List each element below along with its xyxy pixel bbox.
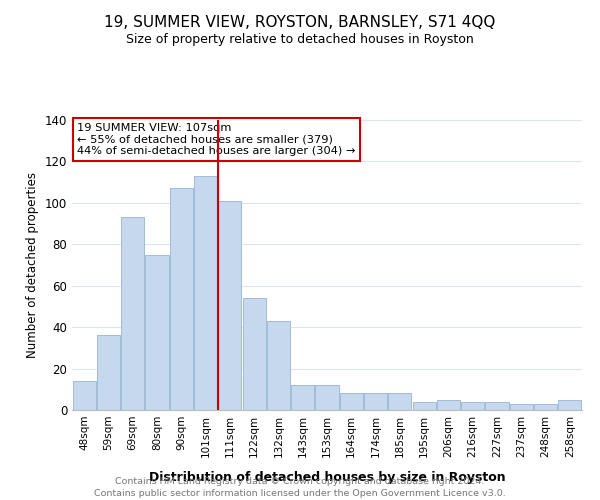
Bar	[291, 385, 314, 410]
Bar	[194, 176, 217, 410]
Bar	[510, 404, 533, 410]
Bar	[316, 385, 338, 410]
Bar	[73, 381, 95, 410]
Bar	[413, 402, 436, 410]
Bar	[267, 321, 290, 410]
Bar	[242, 298, 266, 410]
Bar	[534, 404, 557, 410]
Bar	[340, 394, 363, 410]
Bar	[145, 254, 169, 410]
Bar	[218, 201, 241, 410]
Y-axis label: Number of detached properties: Number of detached properties	[26, 172, 39, 358]
Text: 19, SUMMER VIEW, ROYSTON, BARNSLEY, S71 4QQ: 19, SUMMER VIEW, ROYSTON, BARNSLEY, S71 …	[104, 15, 496, 30]
Bar	[559, 400, 581, 410]
Text: 19 SUMMER VIEW: 107sqm
← 55% of detached houses are smaller (379)
44% of semi-de: 19 SUMMER VIEW: 107sqm ← 55% of detached…	[77, 123, 355, 156]
Bar	[170, 188, 193, 410]
Bar	[437, 400, 460, 410]
Text: Contains HM Land Registry data © Crown copyright and database right 2024.: Contains HM Land Registry data © Crown c…	[115, 478, 485, 486]
Bar	[97, 336, 120, 410]
Text: Contains public sector information licensed under the Open Government Licence v3: Contains public sector information licen…	[94, 489, 506, 498]
X-axis label: Distribution of detached houses by size in Royston: Distribution of detached houses by size …	[149, 471, 505, 484]
Text: Size of property relative to detached houses in Royston: Size of property relative to detached ho…	[126, 32, 474, 46]
Bar	[364, 394, 387, 410]
Bar	[485, 402, 509, 410]
Bar	[461, 402, 484, 410]
Bar	[121, 218, 144, 410]
Bar	[388, 394, 412, 410]
